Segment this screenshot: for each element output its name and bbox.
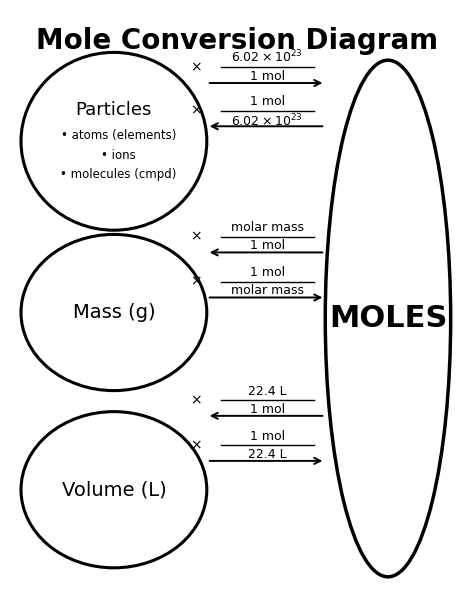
- Text: $6.02 \times 10^{23}$: $6.02 \times 10^{23}$: [231, 113, 303, 130]
- Text: $\times$: $\times$: [191, 230, 202, 244]
- Text: 1 mol: 1 mol: [250, 239, 285, 252]
- Text: MOLES: MOLES: [329, 304, 447, 333]
- Text: Particles: Particles: [76, 101, 152, 119]
- Text: • molecules (cmpd): • molecules (cmpd): [60, 169, 177, 181]
- Text: 1 mol: 1 mol: [250, 70, 285, 83]
- Text: molar mass: molar mass: [231, 284, 304, 297]
- Text: $6.02 \times 10^{23}$: $6.02 \times 10^{23}$: [231, 48, 303, 65]
- Text: • atoms (elements): • atoms (elements): [61, 129, 176, 142]
- Text: 1 mol: 1 mol: [250, 95, 285, 109]
- Text: $\times$: $\times$: [191, 393, 202, 407]
- Text: 22.4 L: 22.4 L: [248, 447, 286, 461]
- Text: Mass (g): Mass (g): [73, 303, 155, 322]
- Text: Mole Conversion Diagram: Mole Conversion Diagram: [36, 27, 438, 55]
- Text: Volume (L): Volume (L): [62, 480, 166, 499]
- Text: $\times$: $\times$: [191, 275, 202, 289]
- Text: molar mass: molar mass: [231, 221, 304, 234]
- Text: • ions: • ions: [101, 148, 136, 162]
- Text: $\times$: $\times$: [191, 61, 202, 74]
- Text: $\times$: $\times$: [191, 438, 202, 452]
- Text: 22.4 L: 22.4 L: [248, 385, 286, 398]
- Text: 1 mol: 1 mol: [250, 430, 285, 443]
- Text: 1 mol: 1 mol: [250, 267, 285, 280]
- Text: $\times$: $\times$: [191, 104, 202, 118]
- Text: 1 mol: 1 mol: [250, 403, 285, 416]
